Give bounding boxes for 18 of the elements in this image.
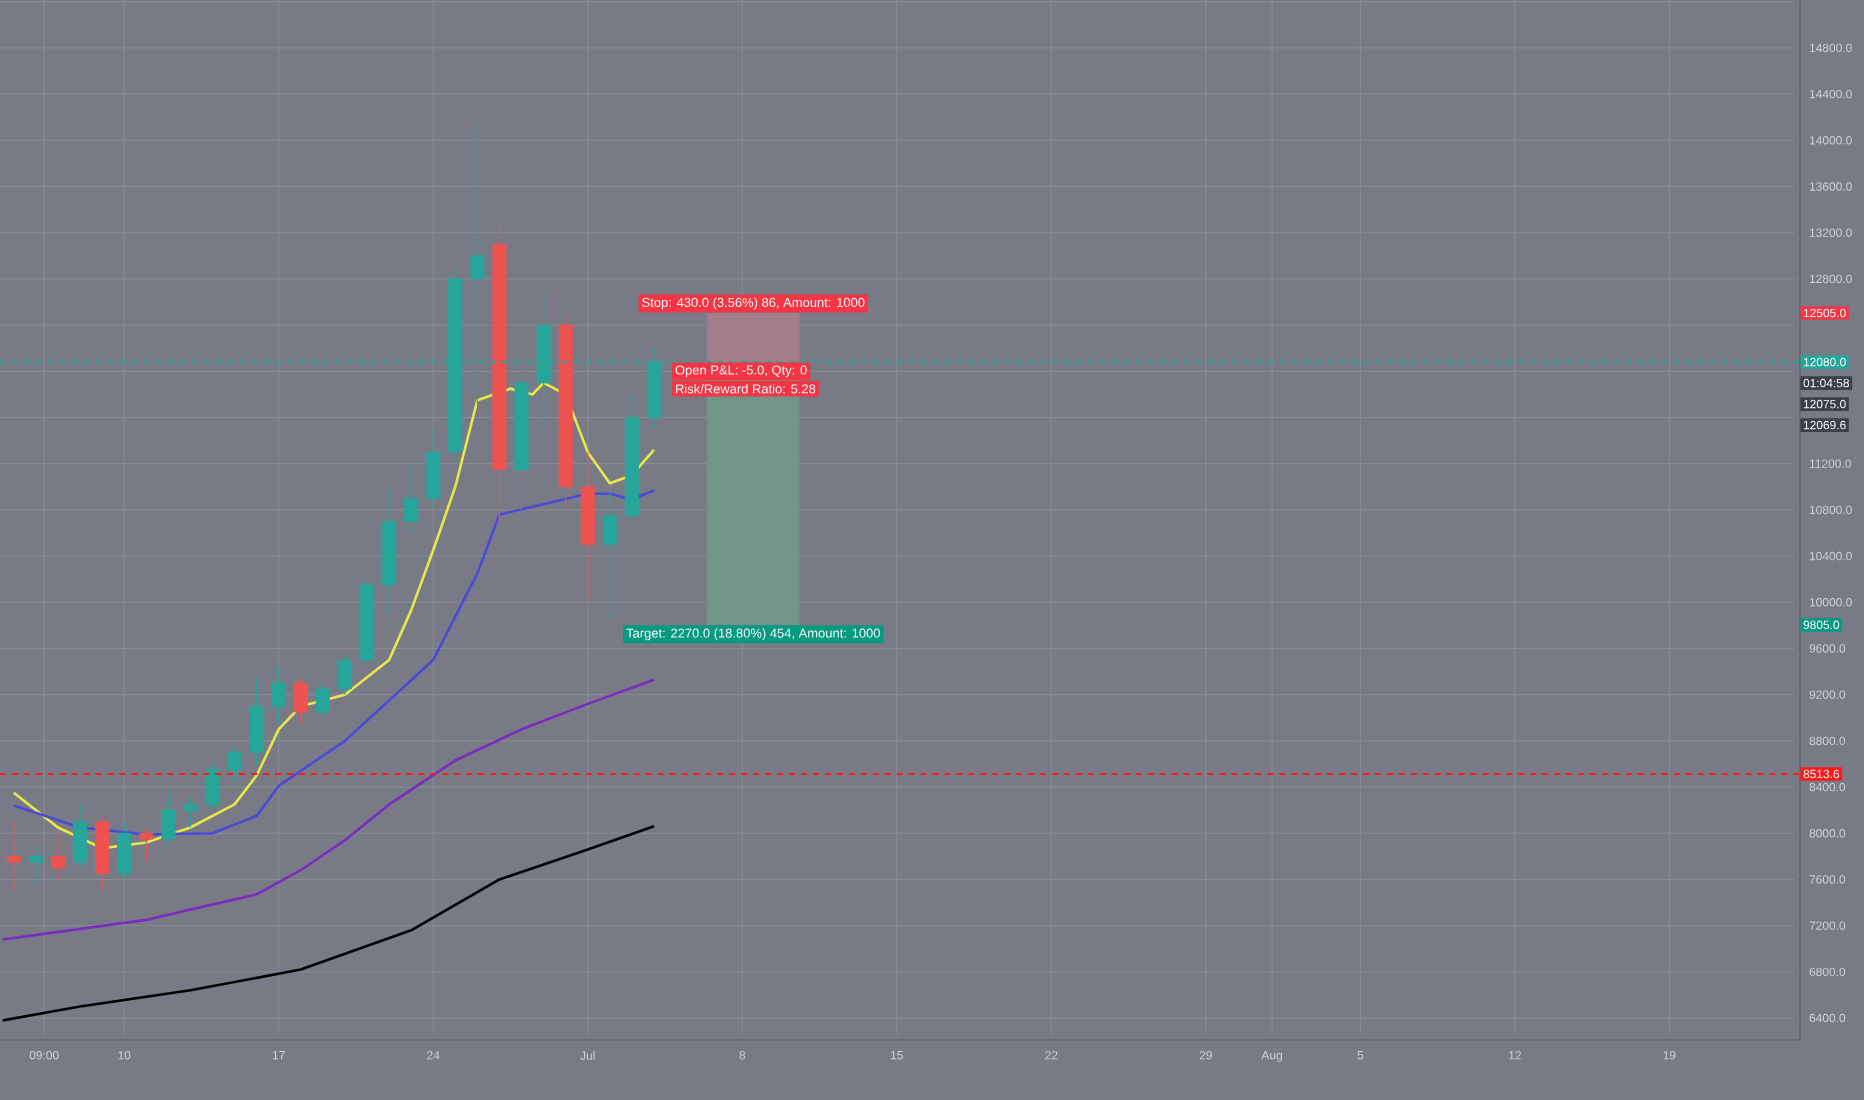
candlestick [426, 428, 441, 511]
candlestick [249, 676, 264, 765]
candlestick [28, 844, 43, 886]
candlestick [315, 682, 330, 719]
candlestick [205, 763, 220, 811]
candlestick [139, 826, 154, 863]
candlestick [293, 676, 308, 725]
candlestick [183, 798, 198, 829]
candlestick [6, 821, 21, 892]
candlestick [602, 491, 617, 621]
candlestick [271, 665, 286, 725]
candlestick [337, 653, 352, 696]
candlestick [50, 832, 65, 881]
candlestick [117, 821, 132, 881]
candlestick [73, 803, 88, 869]
candlestick [161, 792, 176, 846]
candlestick [227, 746, 242, 782]
candlestick [404, 463, 419, 534]
